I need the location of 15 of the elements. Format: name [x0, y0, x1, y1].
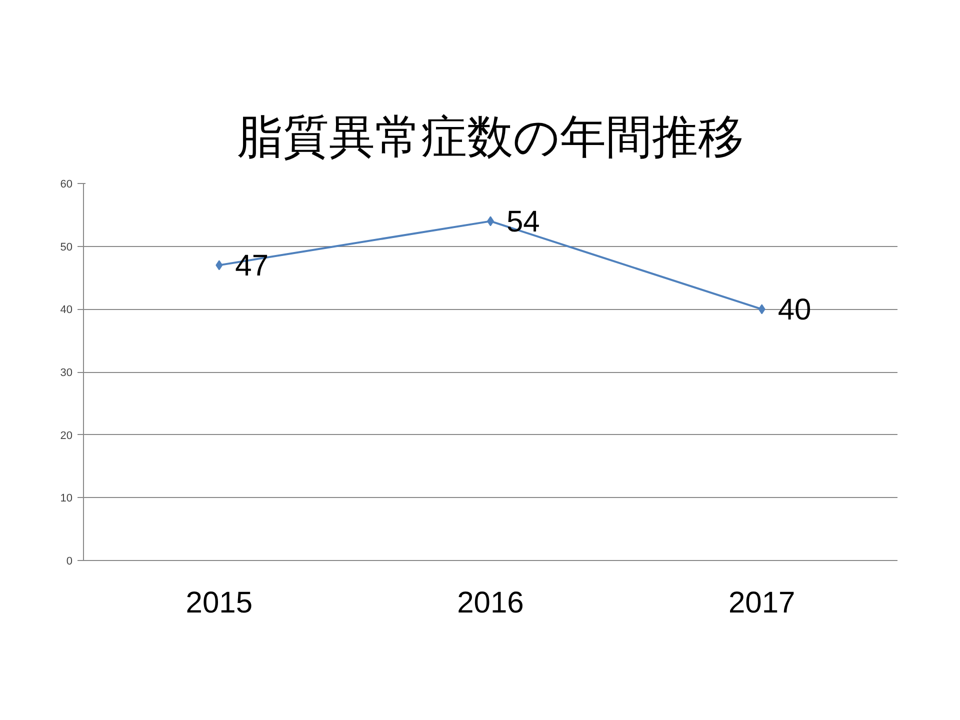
y-tick-label: 10 [60, 492, 73, 505]
data-label: 54 [506, 206, 540, 239]
x-tick-label: 2017 [728, 586, 796, 620]
y-tick-label: 60 [60, 178, 73, 190]
y-tick-label: 20 [60, 430, 73, 442]
y-tick-label: 0 [66, 556, 73, 568]
y-tick-label: 30 [60, 367, 73, 379]
x-tick-label: 2015 [186, 586, 253, 620]
point [216, 260, 223, 270]
x-tick-label: 2016 [457, 586, 524, 620]
y-tick-label: 50 [60, 241, 73, 254]
chart-title: 脂質異常症数の年間推移 [237, 110, 744, 164]
point [758, 304, 766, 314]
y-tick-label: 40 [60, 304, 73, 316]
data-label: 40 [778, 294, 812, 327]
